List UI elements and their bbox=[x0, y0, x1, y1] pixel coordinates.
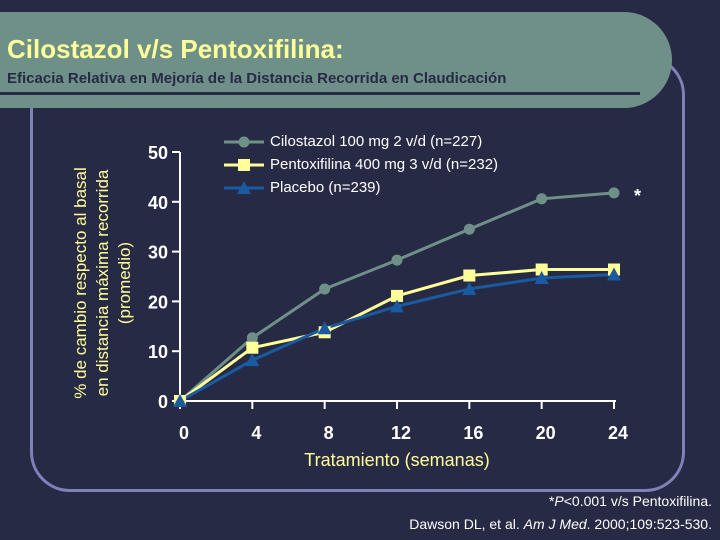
chart-annotations: * bbox=[634, 186, 641, 206]
x-tick-label: 16 bbox=[463, 423, 483, 443]
y-tick-label: 10 bbox=[148, 342, 168, 362]
y-axis-label-line-2: en distancia máxima recorrida bbox=[93, 169, 112, 397]
data-point bbox=[608, 187, 620, 199]
data-point bbox=[535, 263, 548, 276]
slide-title: Cilostazol v/s Pentoxifilina: bbox=[7, 34, 344, 64]
x-tick-label: 8 bbox=[324, 423, 334, 443]
y-tick-label: 0 bbox=[158, 392, 168, 412]
y-axis-label-line-1: % de cambio respecto al basal bbox=[71, 167, 90, 399]
data-point bbox=[391, 289, 403, 302]
y-axis-label: % de cambio respecto al basal en distanc… bbox=[70, 148, 136, 418]
data-point bbox=[173, 394, 187, 407]
citation-rest: . 2000;109:523-530. bbox=[586, 516, 712, 532]
data-point bbox=[536, 193, 548, 205]
data-point bbox=[246, 332, 258, 344]
chart-ticks: 0 10 20 30 40 50 0 4 8 12 16 20 24 bbox=[148, 143, 628, 443]
y-tick-label: 30 bbox=[148, 243, 168, 263]
data-point bbox=[462, 281, 477, 295]
citation: Dawson DL, et al. Am J Med. 2000;109:523… bbox=[409, 516, 712, 532]
y-tick-label: 20 bbox=[148, 292, 168, 312]
data-point bbox=[245, 353, 260, 367]
x-tick-label: 4 bbox=[251, 423, 261, 443]
chart-series bbox=[173, 187, 621, 407]
y-axis-label-wrap: % de cambio respecto al basal en distanc… bbox=[58, 148, 148, 418]
legend-symbol-circle bbox=[224, 136, 264, 148]
data-point bbox=[534, 270, 549, 284]
citation-journal: Am J Med bbox=[523, 516, 587, 532]
data-point bbox=[390, 299, 404, 313]
y-tick-label: 40 bbox=[148, 193, 168, 213]
data-point bbox=[317, 321, 332, 335]
footnote-star: * bbox=[548, 493, 555, 509]
title-divider bbox=[0, 92, 640, 95]
legend-label: Placebo (n=239) bbox=[270, 179, 381, 196]
legend-symbol-square bbox=[224, 159, 264, 171]
significance-footnote: *P<0.001 v/s Pentoxifilina. bbox=[549, 493, 712, 509]
x-tick-label: 24 bbox=[608, 423, 628, 443]
x-tick-label: 0 bbox=[179, 423, 189, 443]
legend-label: Cilostazol 100 mg 2 v/d (n=227) bbox=[270, 133, 483, 150]
x-tick-label: 20 bbox=[536, 423, 556, 443]
series-line bbox=[179, 268, 614, 403]
data-point bbox=[463, 269, 476, 282]
data-point bbox=[391, 254, 403, 266]
footnote-text: <0.001 v/s Pentoxifilina. bbox=[563, 493, 712, 509]
footnote-p: P bbox=[554, 493, 564, 509]
data-point bbox=[319, 283, 331, 295]
x-tick-label: 12 bbox=[391, 423, 411, 443]
y-axis-label-line-3: (promedio) bbox=[115, 241, 134, 325]
legend-symbol-triangle bbox=[224, 181, 264, 194]
significance-star: * bbox=[634, 186, 641, 206]
data-point bbox=[607, 267, 621, 281]
legend-label: Pentoxifilina 400 mg 3 v/d (n=232) bbox=[270, 156, 499, 173]
slide-subtitle: Eficacia Relativa en Mejoría de la Dista… bbox=[7, 70, 507, 87]
data-point bbox=[463, 223, 475, 235]
citation-authors: Dawson DL, et al. bbox=[409, 516, 524, 532]
y-tick-label: 50 bbox=[148, 143, 168, 163]
data-point bbox=[246, 341, 259, 354]
chart-axes bbox=[172, 151, 616, 409]
x-axis-label: Tratamiento (semanas) bbox=[304, 450, 490, 470]
